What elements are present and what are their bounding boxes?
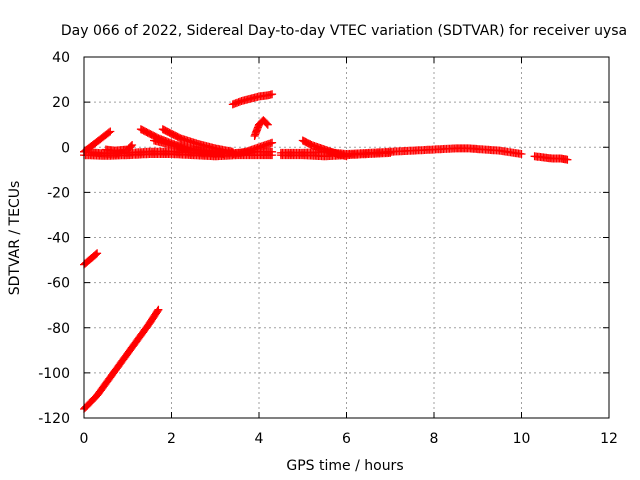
data-point [268, 138, 277, 147]
data-point [127, 142, 135, 151]
data-point [105, 128, 113, 137]
x-tick-label: 0 [80, 431, 89, 447]
y-axis-title: SDTVAR / TECUs [7, 181, 23, 296]
series-branch-2 [101, 141, 137, 155]
series-lower-segment [80, 249, 102, 269]
series-lower-line [80, 305, 163, 413]
data-point [202, 147, 211, 156]
series-hump [298, 136, 351, 161]
data-point [268, 90, 277, 99]
series-spike [250, 116, 272, 140]
data-point [263, 120, 272, 129]
data-point [128, 141, 137, 149]
x-tick-label: 8 [430, 431, 439, 447]
y-tick-label: -80 [47, 321, 70, 337]
data-point [106, 127, 115, 136]
series-branch-5 [150, 136, 211, 156]
chart-title: Day 066 of 2022, Sidereal Day-to-day VTE… [61, 23, 627, 39]
y-tick-label: -60 [47, 276, 70, 292]
plot-frame [83, 56, 610, 419]
series-branch-6 [228, 138, 277, 158]
y-tick-label: -20 [47, 185, 70, 201]
y-tick-label: 0 [61, 140, 70, 156]
y-tick-label: 20 [52, 95, 70, 111]
x-axis-title: GPS time / hours [286, 458, 403, 474]
data-point [153, 306, 162, 315]
x-tick-label: 2 [167, 431, 176, 447]
y-tick-label: 40 [52, 50, 70, 66]
x-tick-label: 6 [342, 431, 351, 447]
data-point [517, 150, 526, 158]
data-point [268, 151, 277, 160]
y-tick-label: -120 [38, 411, 70, 427]
data-point [93, 249, 102, 258]
data-point [92, 250, 100, 259]
data-point [386, 148, 395, 157]
grid-lines [84, 57, 609, 418]
series-branch-4 [158, 125, 237, 156]
data-point [342, 152, 351, 161]
x-tick-label: 12 [600, 431, 618, 447]
data-markers [80, 90, 572, 413]
x-tick-label: 10 [513, 431, 531, 447]
series-upper-arc [228, 90, 277, 109]
y-tick-label: -100 [38, 366, 70, 382]
data-point [262, 119, 271, 128]
tick-labels: 0 2 4 6 8 10 12 -120 -100 -80 -60 -40 -20 0 20 40 [38, 50, 618, 447]
x-tick-label: 4 [255, 431, 264, 447]
data-point [563, 155, 572, 164]
y-tick-label: -40 [47, 231, 70, 247]
data-point [154, 305, 163, 314]
series-tail [530, 152, 572, 164]
